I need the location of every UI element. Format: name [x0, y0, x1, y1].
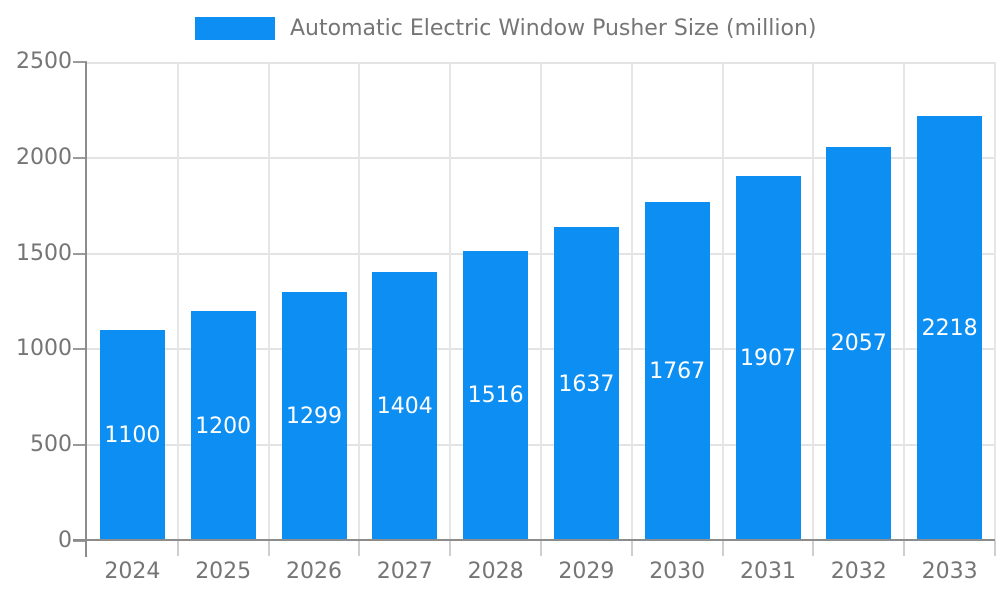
y-axis-label: 1500	[16, 240, 72, 266]
bar: 1100	[99, 330, 165, 541]
bar: 1516	[463, 250, 529, 541]
x-axis-tick	[449, 541, 452, 556]
x-axis-tick	[267, 541, 270, 556]
gridline-vertical	[176, 62, 179, 541]
bar-value-label: 2057	[830, 331, 887, 357]
bar: 1637	[553, 227, 619, 541]
y-axis-label: 2500	[16, 49, 72, 74]
gridline-vertical	[540, 62, 542, 541]
gridline-vertical	[903, 62, 906, 541]
bar-value-label: 1100	[104, 423, 161, 449]
bar: 2218	[917, 116, 983, 541]
x-axis-label: 2024	[104, 559, 161, 584]
x-axis-label: 2031	[739, 559, 796, 584]
bar: 1907	[735, 175, 801, 541]
y-axis-label: 0	[58, 528, 72, 553]
x-axis-label: 2033	[921, 559, 978, 584]
bar: 1200	[190, 311, 256, 541]
gridline-vertical	[630, 62, 633, 541]
x-axis-label: 2028	[467, 559, 524, 584]
x-axis-tick	[630, 541, 633, 556]
y-axis-tick	[73, 444, 87, 447]
legend-color-swatch	[195, 17, 275, 40]
gridline-vertical	[994, 62, 996, 541]
y-axis-tick	[73, 61, 87, 63]
x-axis-baseline	[73, 539, 995, 541]
bar: 1767	[644, 202, 710, 541]
gridline-vertical	[267, 62, 270, 541]
x-axis-tick	[721, 541, 724, 556]
x-axis-label: 2030	[649, 559, 706, 584]
gridline-vertical	[358, 62, 361, 541]
x-axis-tick	[176, 541, 179, 556]
y-axis-tick	[73, 540, 87, 542]
y-axis-label: 2000	[16, 144, 72, 170]
y-axis-tick	[73, 252, 87, 255]
x-axis-label: 2026	[285, 559, 342, 584]
plot-area: 1100 1200 1299 1404 1516 1637 1767 1907 2057 2218	[87, 62, 996, 541]
y-axis-tick	[73, 156, 87, 159]
x-axis-label: 2025	[195, 559, 252, 584]
x-axis-label: 2032	[830, 559, 887, 584]
y-axis-label: 1000	[16, 336, 72, 362]
bar-value-label: 1200	[195, 413, 252, 439]
bar: 2057	[826, 146, 892, 541]
x-axis-tick	[903, 541, 906, 556]
gridline-vertical	[449, 62, 452, 541]
gridline-vertical	[812, 62, 815, 541]
bar-value-label: 1516	[467, 383, 524, 409]
bar-value-label: 1404	[376, 394, 433, 419]
gridline-vertical	[721, 62, 724, 541]
y-axis-tick	[73, 348, 87, 351]
x-axis-tick	[540, 541, 542, 556]
legend-series-label: Automatic Electric Window Pusher Size (m…	[290, 16, 817, 41]
bar: 1299	[281, 292, 347, 541]
x-axis-tick	[358, 541, 361, 556]
bar-value-label: 1907	[740, 345, 796, 371]
bar-value-label: 2218	[921, 316, 978, 342]
y-axis-label: 500	[30, 432, 72, 458]
bar-value-label: 1299	[286, 404, 342, 430]
x-axis-tick	[812, 541, 815, 556]
chart-legend: Automatic Electric Window Pusher Size (m…	[195, 16, 816, 41]
x-axis-label: 2029	[558, 559, 615, 584]
x-axis-tick	[994, 541, 996, 556]
bar-value-label: 1637	[558, 371, 615, 397]
bar-value-label: 1767	[649, 359, 706, 385]
bar: 1404	[372, 272, 438, 541]
x-axis-label: 2027	[376, 559, 433, 584]
y-axis-line	[85, 62, 87, 557]
